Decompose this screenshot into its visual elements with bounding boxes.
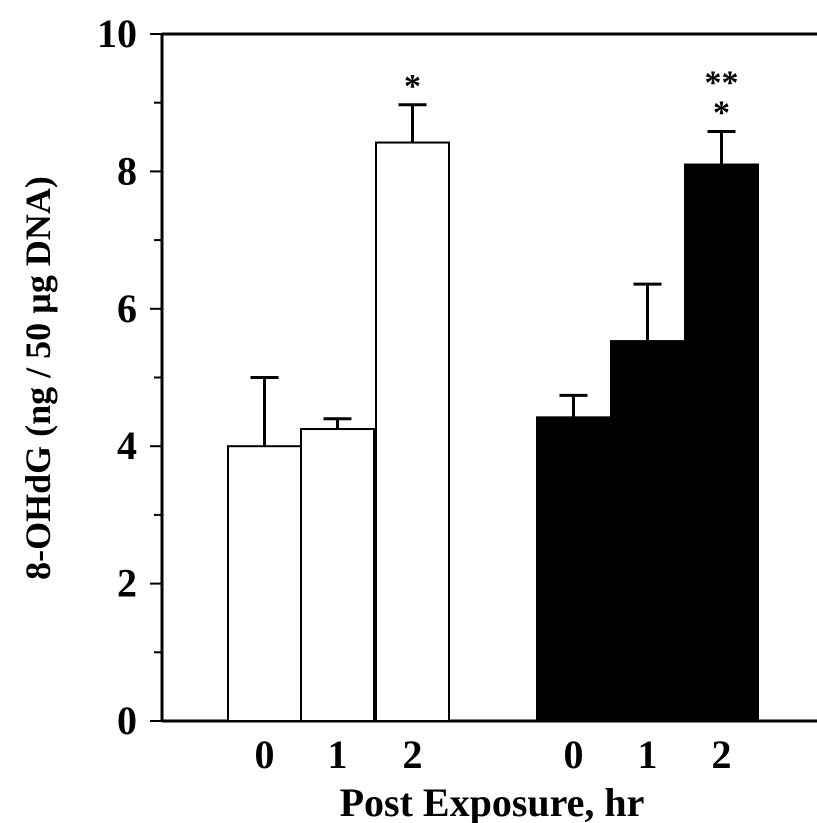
y-tick-label: 8 — [117, 148, 137, 193]
y-axis: 0 2 4 6 8 10 — [97, 11, 162, 743]
x-tick-label: 2 — [712, 732, 732, 777]
y-tick-label: 10 — [97, 11, 137, 56]
y-tick-label: 6 — [117, 286, 137, 331]
significance-marker: * — [404, 68, 421, 105]
x-tick-label: 0 — [564, 732, 584, 777]
x-axis-label: Post Exposure, hr — [340, 780, 645, 823]
x-tick-label: 2 — [403, 732, 423, 777]
x-tick-label: 0 — [255, 732, 275, 777]
y-axis-label: 8-OHdG (ng / 50 µg DNA) — [18, 176, 58, 580]
bar — [227, 445, 302, 722]
x-tick-label: 1 — [638, 732, 658, 777]
significance-marker: ** — [705, 65, 739, 102]
bar — [536, 416, 611, 722]
bar — [375, 141, 450, 722]
y-tick-label: 0 — [117, 698, 137, 743]
bar — [684, 163, 759, 722]
x-tick-label: 1 — [328, 732, 348, 777]
y-tick-label: 2 — [117, 561, 137, 606]
bar — [610, 340, 685, 722]
y-tick-label: 4 — [117, 423, 137, 468]
bars-layer: * *** — [227, 65, 759, 722]
significance-marker: * — [713, 95, 730, 132]
bar — [300, 428, 375, 722]
x-axis: 0 1 2 0 1 2 — [255, 732, 732, 777]
